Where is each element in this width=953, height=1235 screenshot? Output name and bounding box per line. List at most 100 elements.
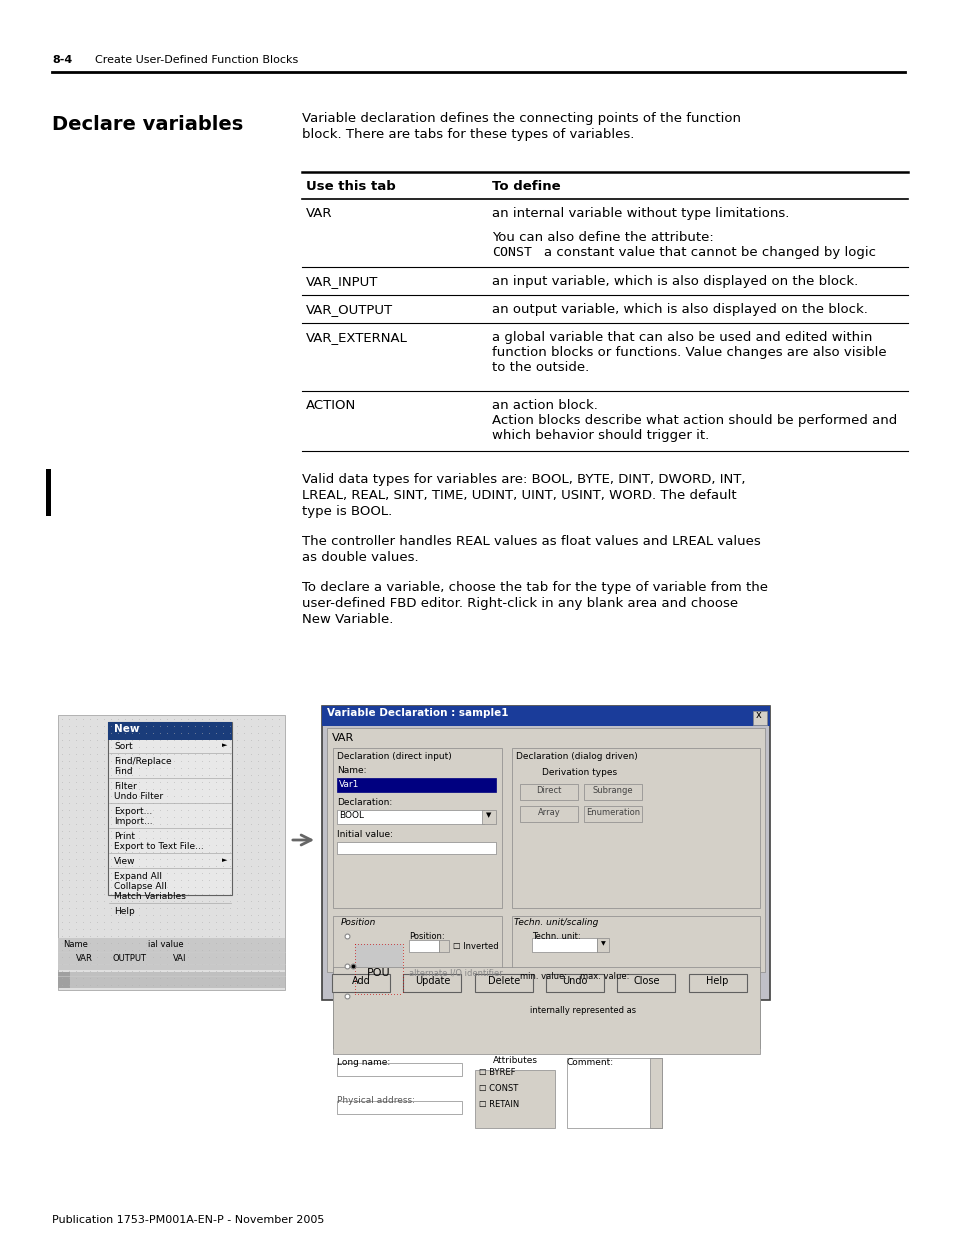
Text: ial value: ial value	[148, 940, 183, 948]
Text: Find: Find	[113, 767, 132, 776]
Text: Export...: Export...	[113, 806, 152, 816]
Text: CONST: CONST	[492, 246, 532, 259]
Text: Expand All: Expand All	[113, 872, 162, 881]
Text: function blocks or functions. Value changes are also visible: function blocks or functions. Value chan…	[492, 346, 885, 359]
Text: Sort: Sort	[113, 742, 132, 751]
Text: Undo: Undo	[561, 976, 587, 986]
Bar	[108, 722, 232, 740]
Text: Help: Help	[113, 906, 134, 916]
Text: Valid data types for variables are: BOOL, BYTE, DINT, DWORD, INT,: Valid data types for variables are: BOOL…	[302, 473, 744, 487]
Text: Find/Replace: Find/Replace	[113, 757, 172, 766]
Bar	[46, 469, 51, 516]
Text: Physical address:: Physical address:	[336, 1095, 415, 1105]
Text: Declaration (dialog driven): Declaration (dialog driven)	[516, 752, 638, 761]
Text: Filter: Filter	[113, 782, 136, 790]
Text: Name:: Name:	[336, 766, 366, 776]
Text: Array: Array	[537, 808, 559, 818]
Bar	[583, 806, 641, 823]
Bar	[58, 950, 285, 969]
Text: BOOL: BOOL	[338, 811, 364, 820]
Bar	[512, 748, 760, 908]
Text: New: New	[113, 724, 139, 734]
Text: Comment:: Comment:	[566, 1058, 614, 1067]
Bar	[327, 727, 764, 972]
Text: a global variable that can also be used and edited within: a global variable that can also be used …	[492, 331, 871, 345]
Text: as double values.: as double values.	[302, 551, 418, 564]
Bar	[336, 810, 483, 824]
Bar	[597, 939, 608, 952]
Bar	[688, 974, 746, 992]
Bar	[336, 778, 496, 792]
Text: Publication 1753-PM001A-EN-P - November 2005: Publication 1753-PM001A-EN-P - November …	[52, 1215, 324, 1225]
Text: OUTPUT: OUTPUT	[112, 953, 147, 963]
Text: VAR_EXTERNAL: VAR_EXTERNAL	[306, 331, 408, 345]
Text: ☐ BYREF: ☐ BYREF	[478, 1068, 515, 1077]
Bar	[519, 978, 572, 990]
Text: Import...: Import...	[113, 818, 152, 826]
Text: Add: Add	[352, 976, 370, 986]
Text: Help: Help	[706, 976, 728, 986]
Text: Long name:: Long name:	[336, 1058, 390, 1067]
Text: Var1: Var1	[338, 781, 359, 789]
Text: Techn. unit:: Techn. unit:	[532, 932, 580, 941]
Text: Variable declaration defines the connecting points of the function: Variable declaration defines the connect…	[302, 112, 740, 125]
Text: ☐ RETAIN: ☐ RETAIN	[478, 1100, 518, 1109]
Text: Subrange: Subrange	[592, 785, 633, 795]
Text: ▼: ▼	[486, 811, 491, 818]
Bar	[409, 940, 438, 952]
Bar	[58, 972, 285, 988]
Bar	[58, 715, 285, 990]
Text: ☐ Inverted: ☐ Inverted	[453, 942, 498, 951]
Bar	[333, 916, 501, 1049]
Text: Collapse All: Collapse All	[113, 882, 167, 890]
Text: Export to Text File...: Export to Text File...	[113, 842, 204, 851]
Text: an action block.: an action block.	[492, 399, 598, 412]
Text: Enumeration: Enumeration	[585, 808, 639, 818]
Text: Direct: Direct	[536, 785, 561, 795]
Text: ACTION: ACTION	[306, 399, 355, 412]
Text: x: x	[756, 710, 761, 720]
Text: You can also define the attribute:: You can also define the attribute:	[492, 231, 713, 245]
Text: VAR_INPUT: VAR_INPUT	[306, 275, 378, 288]
Bar	[336, 1100, 461, 1114]
Text: Undo Filter: Undo Filter	[113, 792, 163, 802]
Bar	[617, 974, 675, 992]
Text: min. value:: min. value:	[519, 972, 566, 981]
Text: VAR: VAR	[306, 207, 333, 220]
Bar	[336, 842, 496, 853]
Bar	[403, 974, 461, 992]
Bar	[579, 1011, 631, 1024]
Text: Delete: Delete	[487, 976, 519, 986]
Text: Techn. unit/scaling: Techn. unit/scaling	[514, 918, 598, 927]
Text: Position: Position	[340, 918, 376, 927]
Bar	[545, 974, 603, 992]
Text: an input variable, which is also displayed on the block.: an input variable, which is also display…	[492, 275, 858, 288]
Text: VAR: VAR	[76, 953, 92, 963]
Bar	[519, 784, 578, 800]
Text: Name: Name	[63, 940, 88, 948]
Bar	[332, 974, 390, 992]
Text: Use this tab: Use this tab	[306, 180, 395, 193]
Bar	[475, 974, 532, 992]
Bar	[355, 944, 402, 994]
Text: to the outside.: to the outside.	[492, 361, 589, 374]
Text: 8-4: 8-4	[52, 56, 72, 65]
Text: type is BOOL.: type is BOOL.	[302, 505, 392, 517]
Bar	[409, 981, 494, 992]
Bar	[532, 939, 597, 952]
Text: Close: Close	[633, 976, 659, 986]
Bar	[752, 711, 766, 725]
Bar	[438, 940, 449, 952]
Bar	[579, 978, 631, 990]
Text: To define: To define	[492, 180, 560, 193]
Text: Update: Update	[415, 976, 450, 986]
Text: ►: ►	[222, 857, 227, 863]
Text: LREAL, REAL, SINT, TIME, UDINT, UINT, USINT, WORD. The default: LREAL, REAL, SINT, TIME, UDINT, UINT, US…	[302, 489, 736, 501]
Bar	[322, 706, 769, 726]
Text: Create User-Defined Function Blocks: Create User-Defined Function Blocks	[95, 56, 298, 65]
Text: Attributes: Attributes	[493, 1056, 537, 1065]
Text: max. value:: max. value:	[579, 972, 629, 981]
Text: ►: ►	[222, 742, 227, 748]
Bar	[322, 706, 769, 1000]
Bar	[336, 1063, 461, 1076]
